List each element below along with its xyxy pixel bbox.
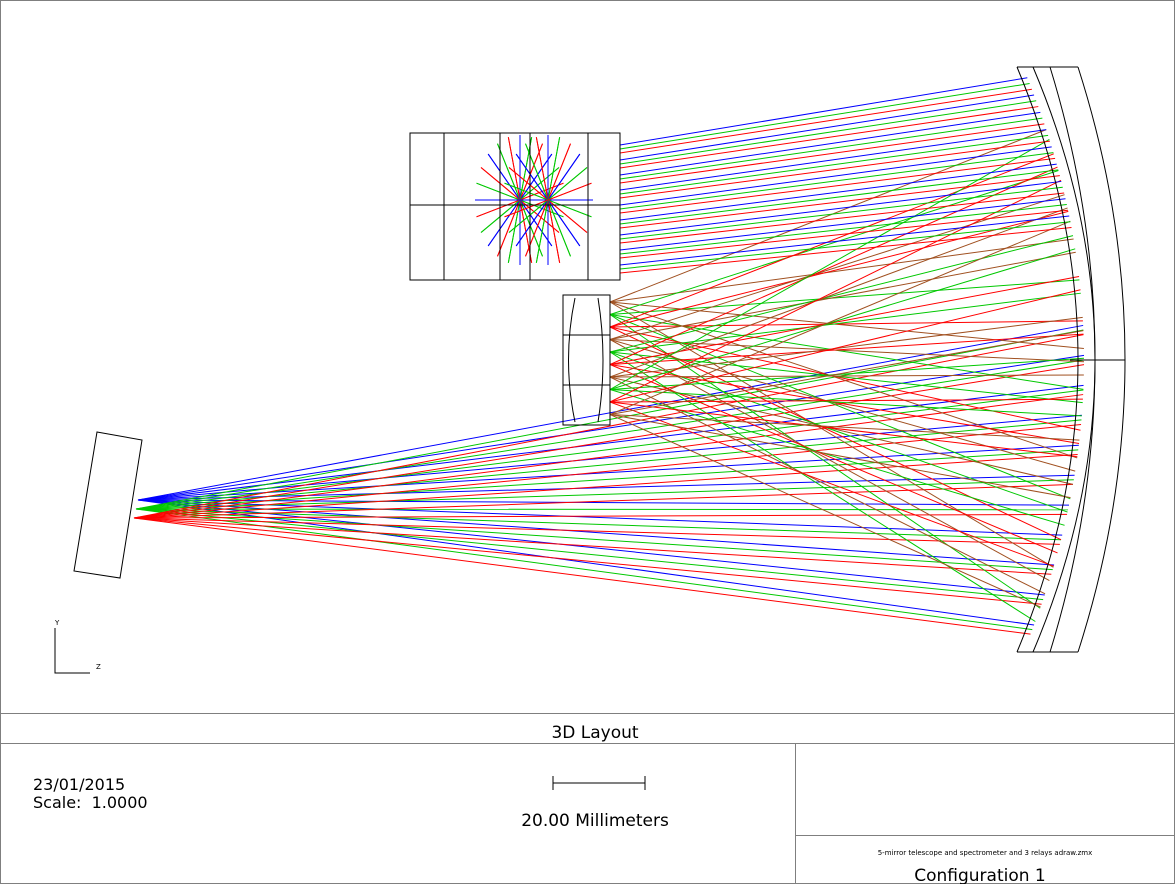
ray [136,509,1053,570]
axis-label-z: Z [96,663,101,671]
ray [136,509,1032,630]
axis-indicator: Y Z [54,619,101,673]
ray [620,95,1034,160]
detector [74,432,142,578]
ray [138,500,1045,595]
ray [134,454,1078,518]
ray [620,176,1060,228]
ray [610,167,1058,364]
axis-label-y: Y [54,619,60,627]
ray [134,518,1051,574]
ray [134,518,1031,634]
ray [620,216,1069,265]
ray [620,170,1058,224]
file-name: 5-mirror telescope and spectrometer and … [878,849,1093,857]
scale-bar-label: 20.00 Millimeters [521,811,669,831]
configuration: Configuration 1 [914,866,1046,884]
scale-bar [553,776,645,790]
ray [620,158,1055,213]
date: 23/01/2015 [33,775,125,794]
plot-title: 3D Layout [551,723,638,743]
ray [610,236,1073,352]
ray [620,89,1032,153]
axis-lines [55,628,90,673]
ray [620,199,1065,250]
ray [610,154,1054,327]
ray [136,509,1061,540]
ray-trace [134,78,1084,634]
ray [620,84,1030,149]
ray [134,335,1084,518]
ray [136,450,1078,509]
ray [138,500,1034,625]
lens-surfaces [563,298,610,422]
zemax-layout-window: Y Z 3D Layout 23/01/2015 Scale: 1.0000 2… [0,0,1175,884]
ray [620,187,1063,239]
scale: Scale: 1.0000 [33,793,148,812]
